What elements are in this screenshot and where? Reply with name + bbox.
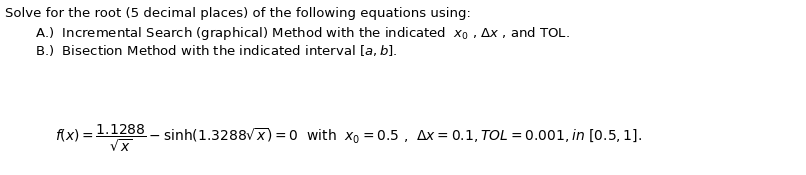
Text: B.)  Bisection Method with the indicated interval $[a, b]$.: B.) Bisection Method with the indicated …	[35, 43, 397, 58]
Text: $f(x) = \dfrac{1.1288}{\sqrt{x}} - \sinh\!\left(1.3288\sqrt{x}\right) = 0$  with: $f(x) = \dfrac{1.1288}{\sqrt{x}} - \sinh…	[55, 123, 642, 154]
Text: Solve for the root (5 decimal places) of the following equations using:: Solve for the root (5 decimal places) of…	[5, 7, 471, 20]
Text: A.)  Incremental Search (graphical) Method with the indicated  $x_0$ , $\Delta x: A.) Incremental Search (graphical) Metho…	[35, 25, 570, 42]
